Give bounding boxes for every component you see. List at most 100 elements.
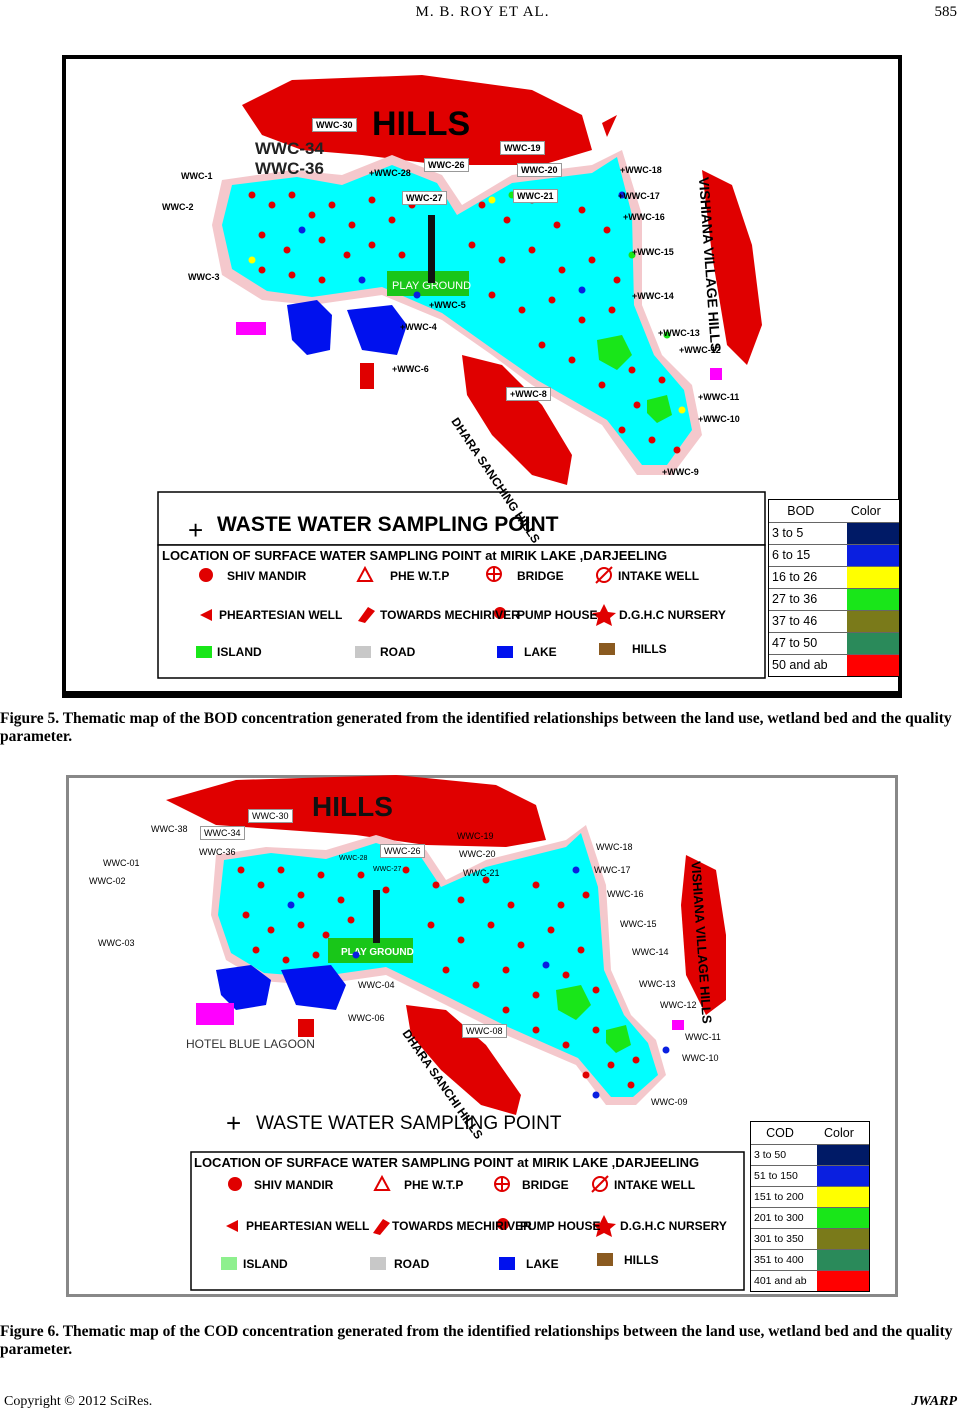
symbol-road: ROAD — [394, 1257, 430, 1271]
wwc2-label: WWC-2 — [162, 202, 194, 212]
wwc10-label: WWC-10 — [682, 1053, 719, 1063]
symbol-shiv-mandir: SHIV MANDIR — [254, 1178, 334, 1192]
legend-range-label: 301 to 350 — [754, 1233, 804, 1245]
legend-color-swatch — [847, 545, 899, 566]
wwc03-label: WWC-03 — [98, 938, 135, 948]
symbol-dghc-nursery: D.G.H.C NURSERY — [619, 608, 726, 622]
legend-color-swatch — [817, 1250, 869, 1270]
legend-range-label: 27 to 36 — [772, 592, 818, 606]
legend-row: 37 to 46 — [769, 610, 899, 632]
figure-5-map: PLAY GROUND — [157, 75, 766, 679]
legend-range-label: 47 to 50 — [772, 636, 818, 650]
symbol-towards-mechiriver: TOWARDS MECHIRIVER — [392, 1219, 532, 1233]
sampling-dots — [237, 866, 640, 1089]
wwc36-label: WWC-36 — [199, 847, 236, 857]
legend-range-label: 37 to 46 — [772, 614, 818, 628]
wwc27-label: WWC-27 — [373, 866, 402, 873]
legend-row: 6 to 15 — [769, 544, 899, 566]
symbol-hills: HILLS — [632, 642, 667, 656]
symbol-phe-wtp: PHE W.T.P — [390, 569, 450, 583]
legend-row: 401 and ab — [751, 1270, 869, 1291]
symbol-pump-house: PUMP HOUSE — [517, 608, 598, 622]
wwc02-label: WWC-02 — [89, 876, 126, 886]
legend-range-label: 6 to 15 — [772, 548, 811, 562]
wwc1-label: WWC-1 — [181, 171, 213, 181]
figure-6: PLAY GROUND + — [66, 775, 898, 1297]
page-number: 585 — [934, 4, 958, 20]
location-title: LOCATION OF SURFACE WATER SAMPLING POINT… — [162, 548, 668, 563]
legend-color-swatch — [817, 1271, 869, 1291]
wwc16-label: +WWC-16 — [623, 212, 665, 222]
symbol-bridge: BRIDGE — [522, 1178, 569, 1192]
legend-color-swatch — [817, 1145, 869, 1165]
legend-color-swatch — [817, 1208, 869, 1228]
dhara-hills-shape — [462, 355, 572, 485]
running-header-authors: M. B. ROY ET AL. — [415, 4, 550, 20]
wwc12-label: +WWC-12 — [679, 345, 721, 355]
hotel-label: HOTEL BLUE LAGOON — [186, 1037, 315, 1051]
wwc15-label: +WWC-15 — [632, 247, 674, 257]
wwc06-label: WWC-06 — [348, 1013, 385, 1023]
wwc01-label: WWC-01 — [103, 858, 140, 868]
legend-color-header: Color — [850, 504, 881, 518]
wwc30-label: WWC-30 — [248, 809, 293, 823]
wwc28-label: WWC-28 — [339, 855, 368, 862]
legend-color-swatch — [817, 1166, 869, 1186]
wwc19-label: WWC-19 — [457, 831, 494, 841]
wwc34-label: WWC-34 — [255, 139, 324, 158]
legend-color-swatch — [847, 523, 899, 544]
wwc20-label: WWC-20 — [459, 849, 496, 859]
hills-shape — [166, 775, 546, 847]
legend-range-label: 3 to 5 — [772, 526, 804, 540]
legend-range-label: 351 to 400 — [754, 1254, 804, 1266]
legend-row: 16 to 26 — [769, 566, 899, 588]
wwc4-label: +WWC-4 — [400, 322, 437, 332]
hills-label: HILLS — [312, 791, 393, 822]
sampling-dots — [248, 191, 681, 454]
svg-text:+: + — [226, 1108, 241, 1138]
wwc28-label: +WWC-28 — [369, 168, 411, 178]
wwc17-label: +WWC-17 — [618, 191, 660, 201]
wwc13-label: WWC-13 — [639, 979, 676, 989]
legend-range-label: 3 to 50 — [754, 1149, 787, 1161]
legend-row: 3 to 50 — [751, 1144, 869, 1165]
playground-label: PLAY GROUND — [392, 280, 471, 292]
location-title: LOCATION OF SURFACE WATER SAMPLING POINT… — [194, 1155, 700, 1170]
wwc12-label: WWC-12 — [660, 1000, 697, 1010]
wwc15-label: WWC-15 — [620, 919, 657, 929]
playground-label: PLAY GROUND — [341, 947, 414, 958]
symbol-bridge: BRIDGE — [517, 569, 564, 583]
wwc14-label: WWC-14 — [632, 947, 669, 957]
figure-6-map: PLAY GROUND + — [166, 775, 745, 1291]
wwc5-label: +WWC-5 — [429, 300, 466, 310]
wwc04-label: WWC-04 — [358, 980, 395, 990]
legend-param: BOD — [787, 504, 815, 518]
symbol-road: ROAD — [380, 645, 416, 659]
legend-color-header: Color — [824, 1126, 854, 1140]
symbol-dghc-nursery: D.G.H.C NURSERY — [620, 1219, 727, 1233]
legend-color-swatch — [847, 589, 899, 610]
legend-row: 51 to 150 — [751, 1165, 869, 1186]
lake-water — [218, 833, 658, 1097]
cod-legend: COD Color 3 to 50 51 to 150 151 to 200 201 … — [750, 1121, 870, 1292]
legend-range-label: 16 to 26 — [772, 570, 818, 584]
legend-rows: 3 to 50 51 to 150 151 to 200 201 to 300 301 … — [751, 1144, 869, 1291]
legend-color-swatch — [847, 633, 899, 654]
figure-5-caption: Figure 5. Thematic map of the BOD concen… — [0, 710, 952, 745]
wwc11-label: WWC-11 — [685, 1032, 721, 1042]
symbol-lake: LAKE — [524, 645, 557, 659]
legend-range-label: 401 and ab — [754, 1275, 807, 1287]
wwc11-label: +WWC-11 — [698, 392, 740, 402]
figure-6-caption: Figure 6. Thematic map of the COD concen… — [0, 1323, 953, 1358]
legend-param: COD — [766, 1126, 794, 1140]
legend-color-swatch — [847, 655, 899, 676]
wwc18-label: +WWC-18 — [620, 165, 662, 175]
legend-color-swatch — [817, 1229, 869, 1249]
legend-row: 151 to 200 — [751, 1186, 869, 1207]
wwc14-label: +WWC-14 — [632, 291, 674, 301]
wwc34-label: WWC-34 — [200, 826, 245, 840]
wwc38-label: WWC-38 — [151, 824, 188, 834]
svg-text:+: + — [188, 515, 203, 545]
lake-water — [222, 157, 692, 465]
village-hills-shape — [702, 170, 762, 365]
